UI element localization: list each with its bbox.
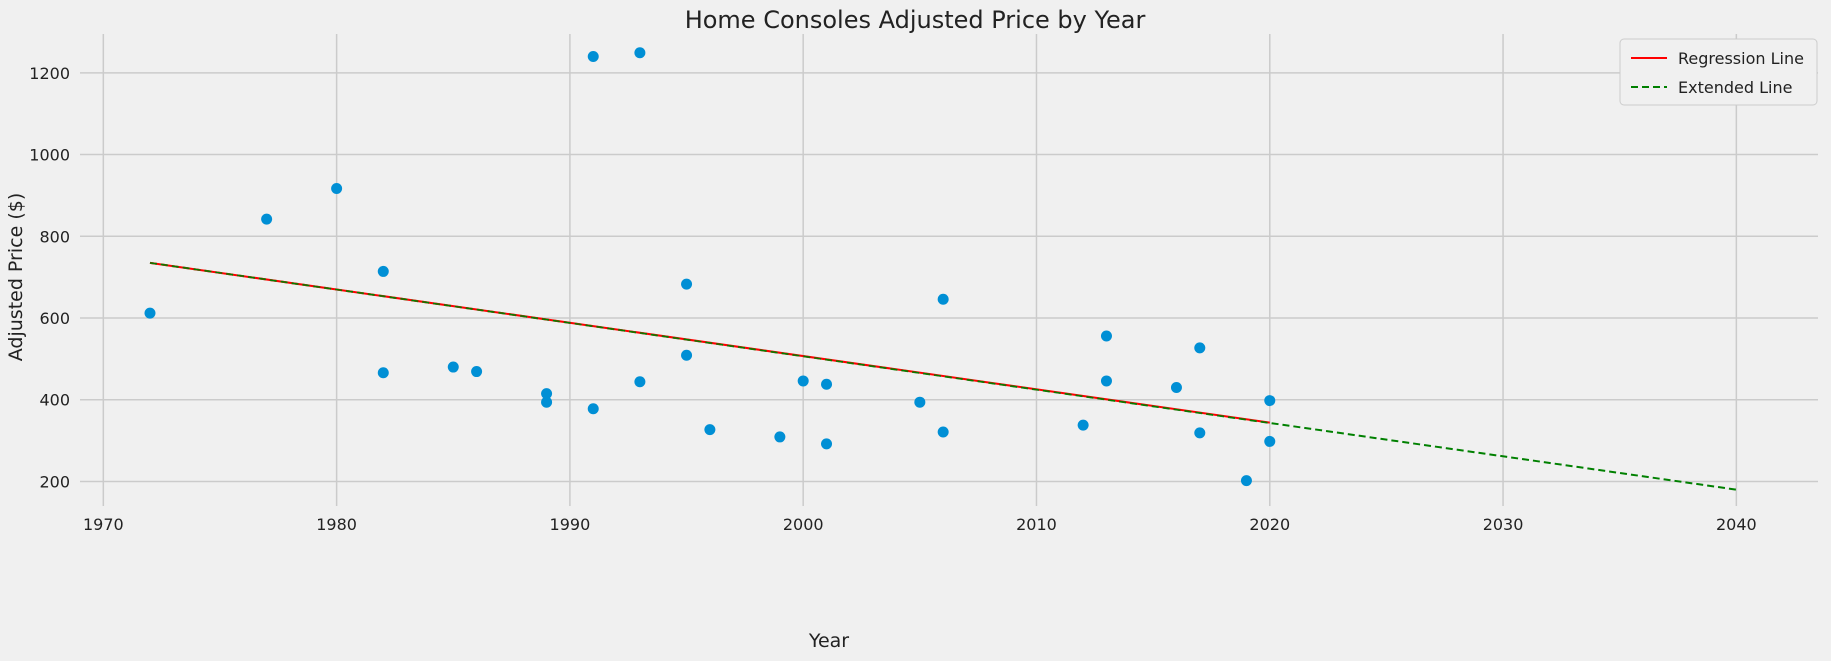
data-point (587, 50, 599, 62)
x-tick-label: 2010 (1016, 515, 1057, 534)
data-point (704, 424, 716, 436)
y-tick-labels: 200 400 600 800 1000 1200 (29, 64, 70, 492)
y-tick-label: 400 (39, 391, 70, 410)
data-point (1194, 342, 1206, 354)
data-point (1100, 375, 1112, 387)
data-point (821, 378, 833, 390)
legend-regression-label: Regression Line (1678, 49, 1804, 68)
data-point (1194, 427, 1206, 439)
legend-box (1619, 38, 1818, 106)
x-tick-label: 2020 (1249, 515, 1290, 534)
data-point (541, 388, 553, 400)
data-point (447, 361, 459, 373)
chart-title: Home Consoles Adjusted Price by Year (685, 6, 1146, 34)
data-point (587, 403, 599, 415)
data-point (797, 375, 809, 387)
x-tick-label: 1990 (550, 515, 591, 534)
x-tick-labels: 1970 1980 1990 2000 2010 2020 2030 2040 (83, 515, 1757, 534)
y-tick-label: 1200 (29, 64, 70, 83)
y-tick-label: 200 (39, 472, 70, 491)
extended-line-overlay (149, 262, 1270, 424)
data-point (261, 213, 273, 225)
series-lines (149, 261, 1737, 491)
data-point (471, 366, 483, 378)
x-tick-label: 2040 (1716, 515, 1757, 534)
data-point (681, 278, 693, 290)
data-point (914, 396, 926, 408)
data-point (937, 426, 949, 438)
data-point (541, 396, 553, 408)
legend-extended-label: Extended Line (1678, 78, 1792, 97)
data-point (1264, 435, 1276, 447)
data-point (634, 376, 646, 388)
y-tick-label: 600 (39, 309, 70, 328)
x-tick-label: 2000 (783, 515, 824, 534)
data-point (1170, 381, 1182, 393)
data-point (144, 307, 156, 319)
data-point (377, 265, 389, 277)
data-point (821, 438, 833, 450)
y-axis-label: Adjusted Price ($) (5, 193, 27, 362)
data-point (377, 367, 389, 379)
data-point (681, 349, 693, 361)
x-axis-label: Year (808, 630, 849, 652)
y-tick-label: 1000 (29, 146, 70, 165)
legend: Regression Line Extended Line (1619, 38, 1818, 106)
x-tick-label: 1980 (316, 515, 357, 534)
data-point (1077, 419, 1089, 431)
data-points (144, 47, 1276, 487)
data-point (1240, 475, 1252, 487)
data-point (937, 293, 949, 305)
grid (80, 34, 1818, 506)
data-point (331, 182, 343, 194)
y-tick-label: 800 (39, 227, 70, 246)
data-point (1264, 395, 1276, 407)
data-point (774, 431, 786, 443)
data-point (1100, 330, 1112, 342)
x-tick-label: 1970 (83, 515, 124, 534)
x-tick-label: 2030 (1483, 515, 1524, 534)
data-point (634, 47, 646, 59)
